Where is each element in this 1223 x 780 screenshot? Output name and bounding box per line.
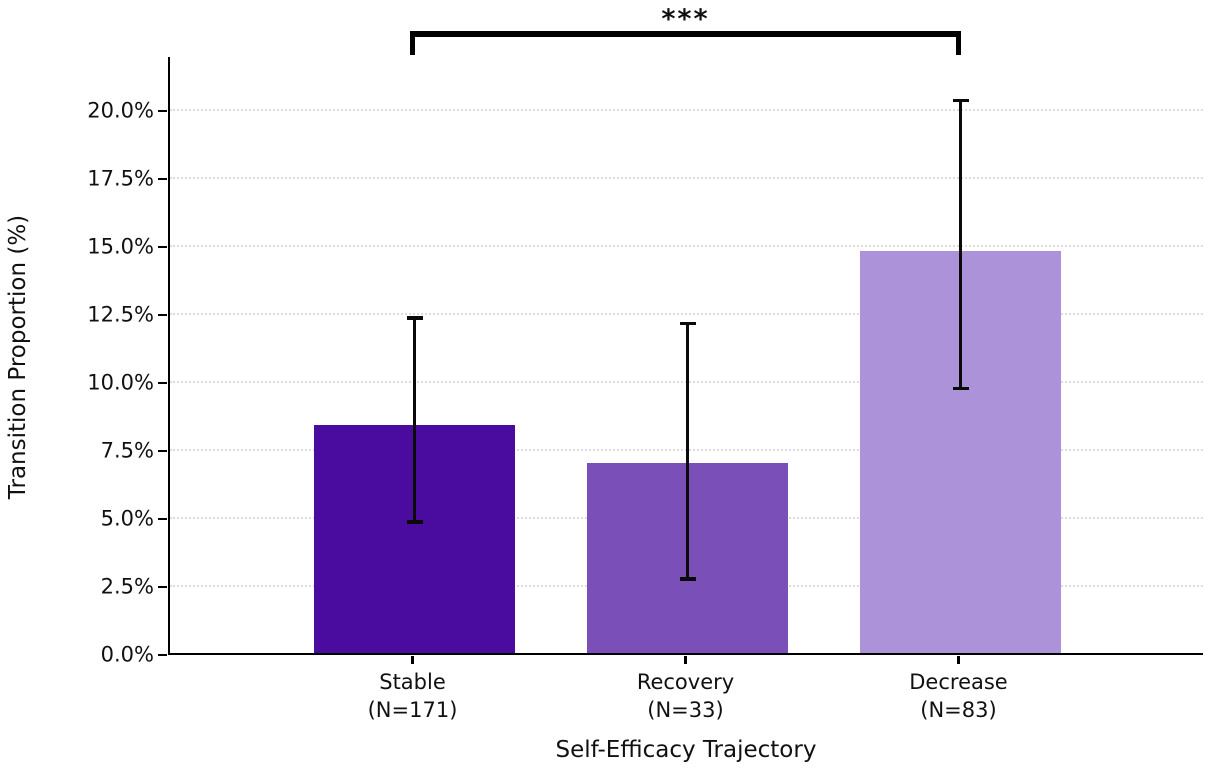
y-tick-mark xyxy=(158,177,167,181)
y-tick-label: 10.0% xyxy=(87,370,154,395)
y-tick-mark xyxy=(158,449,167,453)
error-bar-cap xyxy=(952,98,969,103)
significance-stars: *** xyxy=(661,4,710,35)
significance-bracket xyxy=(410,31,961,55)
y-tick-mark xyxy=(158,653,167,656)
gridline xyxy=(170,176,1203,179)
x-tick-category: Decrease xyxy=(909,670,1008,694)
gridline xyxy=(170,244,1203,247)
error-bar-decrease xyxy=(958,100,963,389)
x-tick-sample-size: (N=171) xyxy=(367,698,458,722)
x-tick-category: Stable xyxy=(379,670,446,694)
plot-area xyxy=(168,57,1203,655)
gridline xyxy=(170,312,1203,315)
x-axis-title: Self-Efficacy Trajectory xyxy=(555,737,817,763)
x-tick-label: Recovery (N=33) xyxy=(576,668,796,724)
y-tick-label: 17.5% xyxy=(87,166,154,191)
error-bar-cap xyxy=(952,386,969,391)
x-tick-mark xyxy=(411,656,414,664)
error-bar-stable xyxy=(412,317,417,522)
x-tick-category: Recovery xyxy=(636,670,735,694)
y-tick-mark xyxy=(158,313,167,317)
error-bar-cap xyxy=(679,577,696,581)
y-tick-mark xyxy=(158,109,167,113)
error-bar-cap xyxy=(406,520,423,524)
y-tick-label: 12.5% xyxy=(87,302,154,327)
error-bar-cap xyxy=(679,321,696,326)
x-tick-mark xyxy=(684,656,687,664)
x-tick-mark xyxy=(957,656,960,664)
y-tick-mark xyxy=(158,245,167,249)
x-tick-label: Stable (N=171) xyxy=(303,668,523,724)
y-tick-label: 7.5% xyxy=(100,438,154,463)
y-tick-label: 15.0% xyxy=(87,234,154,259)
y-tick-mark xyxy=(158,517,167,521)
y-tick-label: 2.5% xyxy=(100,574,154,599)
y-tick-label: 20.0% xyxy=(87,98,154,123)
error-bar-recovery xyxy=(685,323,690,579)
y-tick-mark xyxy=(158,585,167,589)
y-tick-label: 0.0% xyxy=(100,642,154,667)
y-tick-label: 5.0% xyxy=(100,506,154,531)
x-tick-sample-size: (N=33) xyxy=(647,698,724,722)
gridline xyxy=(170,108,1203,111)
x-tick-label: Decrease (N=83) xyxy=(849,668,1069,724)
y-tick-mark xyxy=(158,381,167,385)
y-axis-title: Transition Proportion (%) xyxy=(5,214,31,500)
error-bar-cap xyxy=(406,316,423,320)
x-tick-sample-size: (N=83) xyxy=(920,698,997,722)
